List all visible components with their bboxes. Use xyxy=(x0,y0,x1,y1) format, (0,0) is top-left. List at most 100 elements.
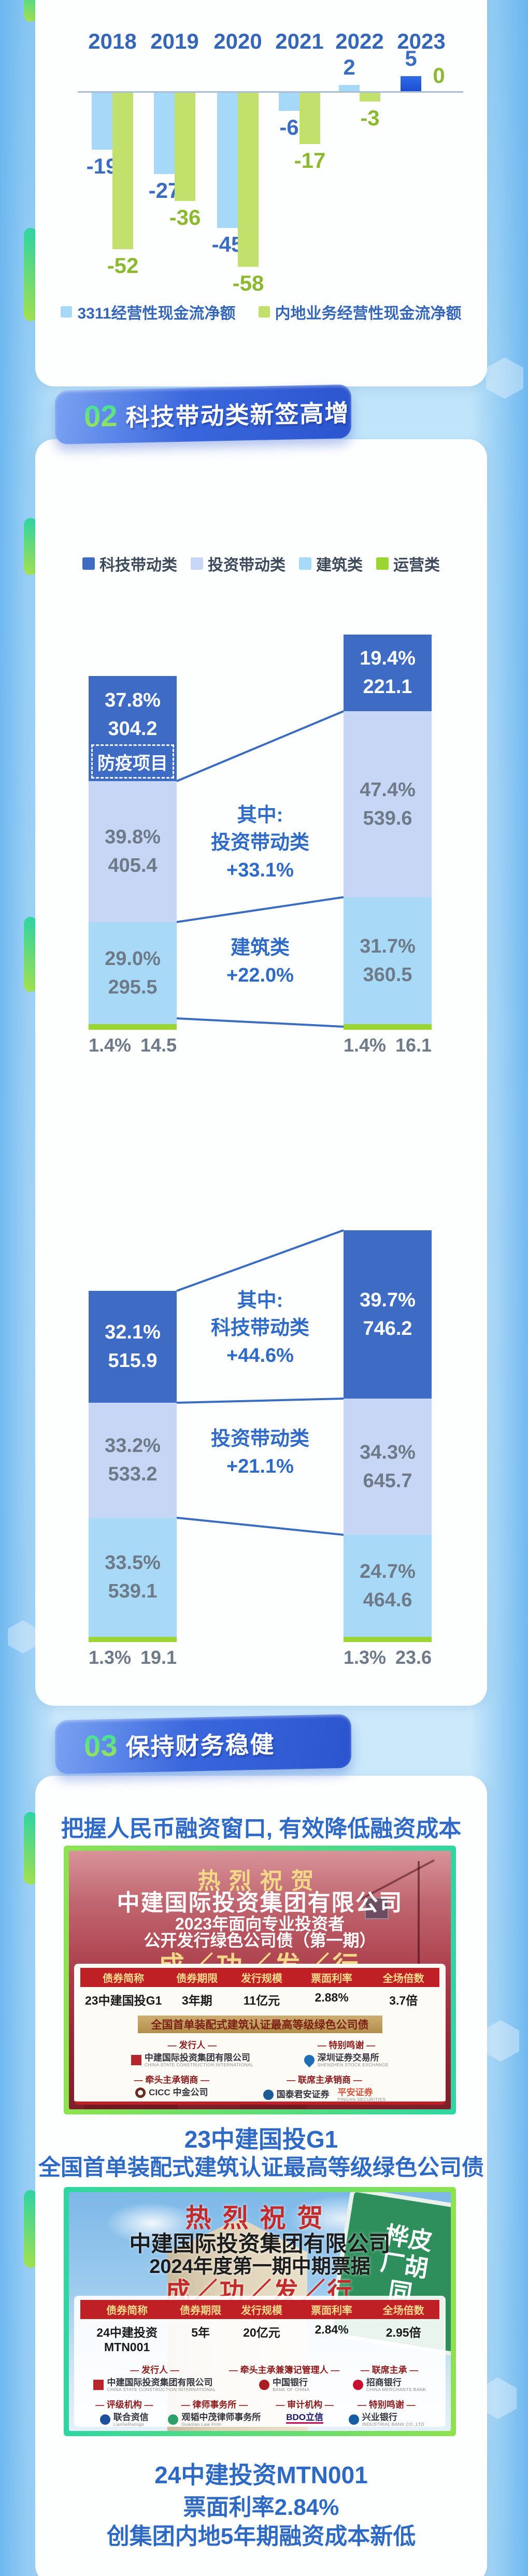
logo-item: 中国银行 BANK OF CHINA xyxy=(259,2378,309,2393)
logo-name: CICC 中金公司 xyxy=(149,2088,208,2098)
bond-table-header-cell: 发行规模 xyxy=(240,1973,282,1984)
logo-items: 招商银行 CHINA MERCHANTS BANK xyxy=(352,2378,426,2393)
bond-table-cell: 3年期 xyxy=(181,1994,212,2007)
deco-green-capsule xyxy=(24,228,37,321)
logo-group: — 发行人 — 中建国际投资集团有限公司 CHINA STATE CONSTRUCT… xyxy=(93,2363,216,2393)
deco-green-capsule xyxy=(24,917,37,992)
deco-green-capsule xyxy=(24,0,37,22)
logo-items: 兴业银行 INDUSTRIAL BANK CO.,LTD xyxy=(348,2412,424,2427)
logo-text: CICC 中金公司 xyxy=(149,2088,208,2097)
logo-group-label: — 联席主承销商 — xyxy=(287,2075,362,2085)
logo-group-label: — 律师事务所 — xyxy=(91,2107,157,2109)
bond-table-cell: 20亿元 xyxy=(243,2326,280,2339)
logo-text: BDO立信 xyxy=(286,2412,323,2424)
logo-item: 国泰君安证券 xyxy=(263,2089,330,2100)
logo-name: BDO立信 xyxy=(286,2412,323,2424)
logo-group-label: — 律师事务所 — xyxy=(181,2399,248,2410)
logo-name: 深圳证券交易所 xyxy=(317,2053,379,2063)
logo-text: 观韬中茂律师事务所 Guantao Law Firm xyxy=(181,2412,261,2427)
bond-table-header-cell: 票面利率 xyxy=(311,2305,353,2316)
logo-item: BDO立信 xyxy=(286,2412,323,2424)
logo-subtext: SHENZHEN STOCK EXCHANGE xyxy=(317,2063,389,2068)
logo-subtext: CHINA STATE CONSTRUCTION INTERNATIONAL I… xyxy=(144,2063,253,2068)
logo-text: 中建国际投资集团有限公司 CHINA STATE CONSTRUCTION INT… xyxy=(145,2053,253,2068)
logo-item: 观韬中茂律师事务所 Guantao Law Firm xyxy=(168,2412,261,2427)
cert2-panel: 债券简称 债券期限 发行规模 票面利率 全场倍数 24中建投资MTN001 5年 20亿元 2.… xyxy=(74,2296,446,2427)
logo-item: 兴业银行 INDUSTRIAL BANK CO.,LTD xyxy=(348,2412,424,2427)
logo-group-label: — 特别鸣谢 — xyxy=(358,2399,416,2410)
logo-group: — 联席主承销商 — 国泰君安证券 平安证券 PINGAN SECURITIES xyxy=(263,2073,386,2103)
logo-group: — 牵头主承兼簿记管理人 — 中国银行 BANK OF CHINA xyxy=(229,2363,339,2393)
logo-group: — 绿色评级机构 —联合赤道环境评价股份有限公司 xyxy=(296,2107,433,2109)
logo-group-label: — 评级机构 — xyxy=(95,2399,153,2410)
circle-logo-icon xyxy=(348,2414,359,2425)
logo-text: 中国银行 BANK OF CHINA xyxy=(273,2378,309,2393)
logo-text: 联合资信 LianheRatings xyxy=(113,2412,149,2427)
logo-name: 联合资信 xyxy=(113,2412,149,2422)
cert2-line1: 2024年度第一期中期票据 xyxy=(149,2256,370,2278)
square-logo-icon xyxy=(93,2380,104,2391)
section-03-number: 03 xyxy=(83,1729,118,1763)
bond-table-cell: 24中建投资MTN001 xyxy=(96,2326,158,2354)
bond-table-cell: 2.95倍 xyxy=(386,2326,421,2339)
logo-name: 平安证券 xyxy=(337,2087,373,2097)
logo-items: 中建国际投资集团有限公司 CHINA STATE CONSTRUCTION INT… xyxy=(93,2378,216,2393)
logo-group-label: — 牵头主承兼簿记管理人 — xyxy=(229,2365,340,2375)
logo-subtext: PINGAN SECURITIES xyxy=(337,2097,386,2102)
ring-logo-icon xyxy=(135,2087,146,2098)
bond-table-cell: 11亿元 xyxy=(243,1994,280,2007)
circle-logo-icon xyxy=(263,2089,274,2100)
logo-group-label: — 特别鸣谢 — xyxy=(317,2040,376,2050)
financing-heading: 把握人民币融资窗口, 有效降低融资成本 xyxy=(61,1816,462,1841)
cert2-company: 中建国际投资集团有限公司 xyxy=(129,2232,391,2256)
logo-name: 中国银行 xyxy=(272,2378,308,2387)
bond-table-cell: 23中建国投G1 xyxy=(85,1994,162,2007)
bond-table-header-cell: 债券期限 xyxy=(180,2305,222,2316)
logo-text: 招商银行 CHINA MERCHANTS BANK xyxy=(366,2378,426,2393)
logo-group-label: — 联席主承 — xyxy=(360,2365,419,2375)
logo-items: 联合资信 LianheRatings xyxy=(99,2412,149,2427)
logo-item: 深圳证券交易所 SHENZHEN STOCK EXCHANGE xyxy=(302,2053,389,2068)
logo-group: — 特别鸣谢 — 深圳证券交易所 SHENZHEN STOCK EXCHANGE xyxy=(302,2038,389,2068)
cert1-caption-name: 23中建国投G1 xyxy=(184,2126,338,2153)
circle-logo-icon xyxy=(168,2414,179,2425)
bond-table-header-cell: 票面利率 xyxy=(311,1973,353,1984)
logo-items: BDO立信 xyxy=(286,2412,323,2424)
crane-mast-icon xyxy=(418,1861,420,2017)
deco-hexagon xyxy=(486,357,523,399)
logo-items: 国泰君安证券 平安证券 PINGAN SECURITIES xyxy=(263,2088,386,2103)
cert1-company: 中建国际投资集团有限公司 xyxy=(117,1890,403,1916)
logo-row: — 发行人 — 中建国际投资集团有限公司 CHINA STATE CONSTRUCT… xyxy=(80,2038,439,2068)
logo-text: 国泰君安证券 xyxy=(277,2090,330,2099)
bond-table-header: 债券简称 债券期限 发行规模 票面利率 全场倍数 xyxy=(80,2300,439,2319)
logo-row: — 评级机构 — 联合资信 LianheRatings — 律师事务所 — 观韬中茂律师… xyxy=(80,2397,439,2427)
section-03-title: 保持财务稳健 xyxy=(125,1731,275,1761)
bond-table-header-cell: 债券期限 xyxy=(176,1973,218,1984)
logo-group: — 牵头主承销商 — CICC 中金公司 xyxy=(134,2073,209,2098)
logo-subtext: Guantao Law Firm xyxy=(181,2422,221,2427)
cert1-congrats: 热烈祝贺 xyxy=(197,1868,322,1894)
logo-name: 兴业银行 xyxy=(362,2412,397,2422)
logo-name: 国泰君安证券 xyxy=(276,2090,330,2100)
bond-table-row: 24中建投资MTN001 5年 20亿元 2.84% 2.95倍 xyxy=(80,2319,439,2358)
logo-item: 联合资信 LianheRatings xyxy=(99,2412,149,2427)
fan-logo-icon xyxy=(302,2053,317,2068)
logo-group: — 评级机构 — 联合资信 LianheRatings xyxy=(95,2397,153,2427)
section-03-banner: 03 保持财务稳健 xyxy=(54,1714,352,1774)
circle-logo-icon xyxy=(352,2380,363,2391)
logo-group: — 特别鸣谢 — 兴业银行 INDUSTRIAL BANK CO.,LTD xyxy=(348,2397,424,2427)
deco-green-capsule xyxy=(24,518,37,575)
cloud-icon xyxy=(105,2203,198,2244)
logo-item: CICC 中金公司 xyxy=(135,2087,208,2098)
bond-table-header: 债券简称 债券期限 发行规模 票面利率 全场倍数 xyxy=(80,1968,439,1987)
logo-item: 招商银行 CHINA MERCHANTS BANK xyxy=(352,2378,426,2393)
cert2-congrats: 热烈祝贺 xyxy=(185,2204,335,2233)
square-logo-icon xyxy=(131,2055,141,2066)
certificate-1-photo: 热烈祝贺 中建国际投资集团有限公司 2023年面向专业投资者 公开发行绿色公司债… xyxy=(69,1851,451,2109)
logo-group-label: — 牵头主承销商 — xyxy=(134,2075,210,2085)
logo-group: — 审计机构 — BDO立信 xyxy=(276,2397,334,2424)
logo-items: CICC 中金公司 xyxy=(135,2087,208,2098)
logo-group-label: — 绿色评级机构 — xyxy=(327,2107,402,2109)
logo-items: 深圳证券交易所 SHENZHEN STOCK EXCHANGE xyxy=(302,2053,389,2068)
bond-table-header-cell: 全场倍数 xyxy=(382,1973,424,1984)
